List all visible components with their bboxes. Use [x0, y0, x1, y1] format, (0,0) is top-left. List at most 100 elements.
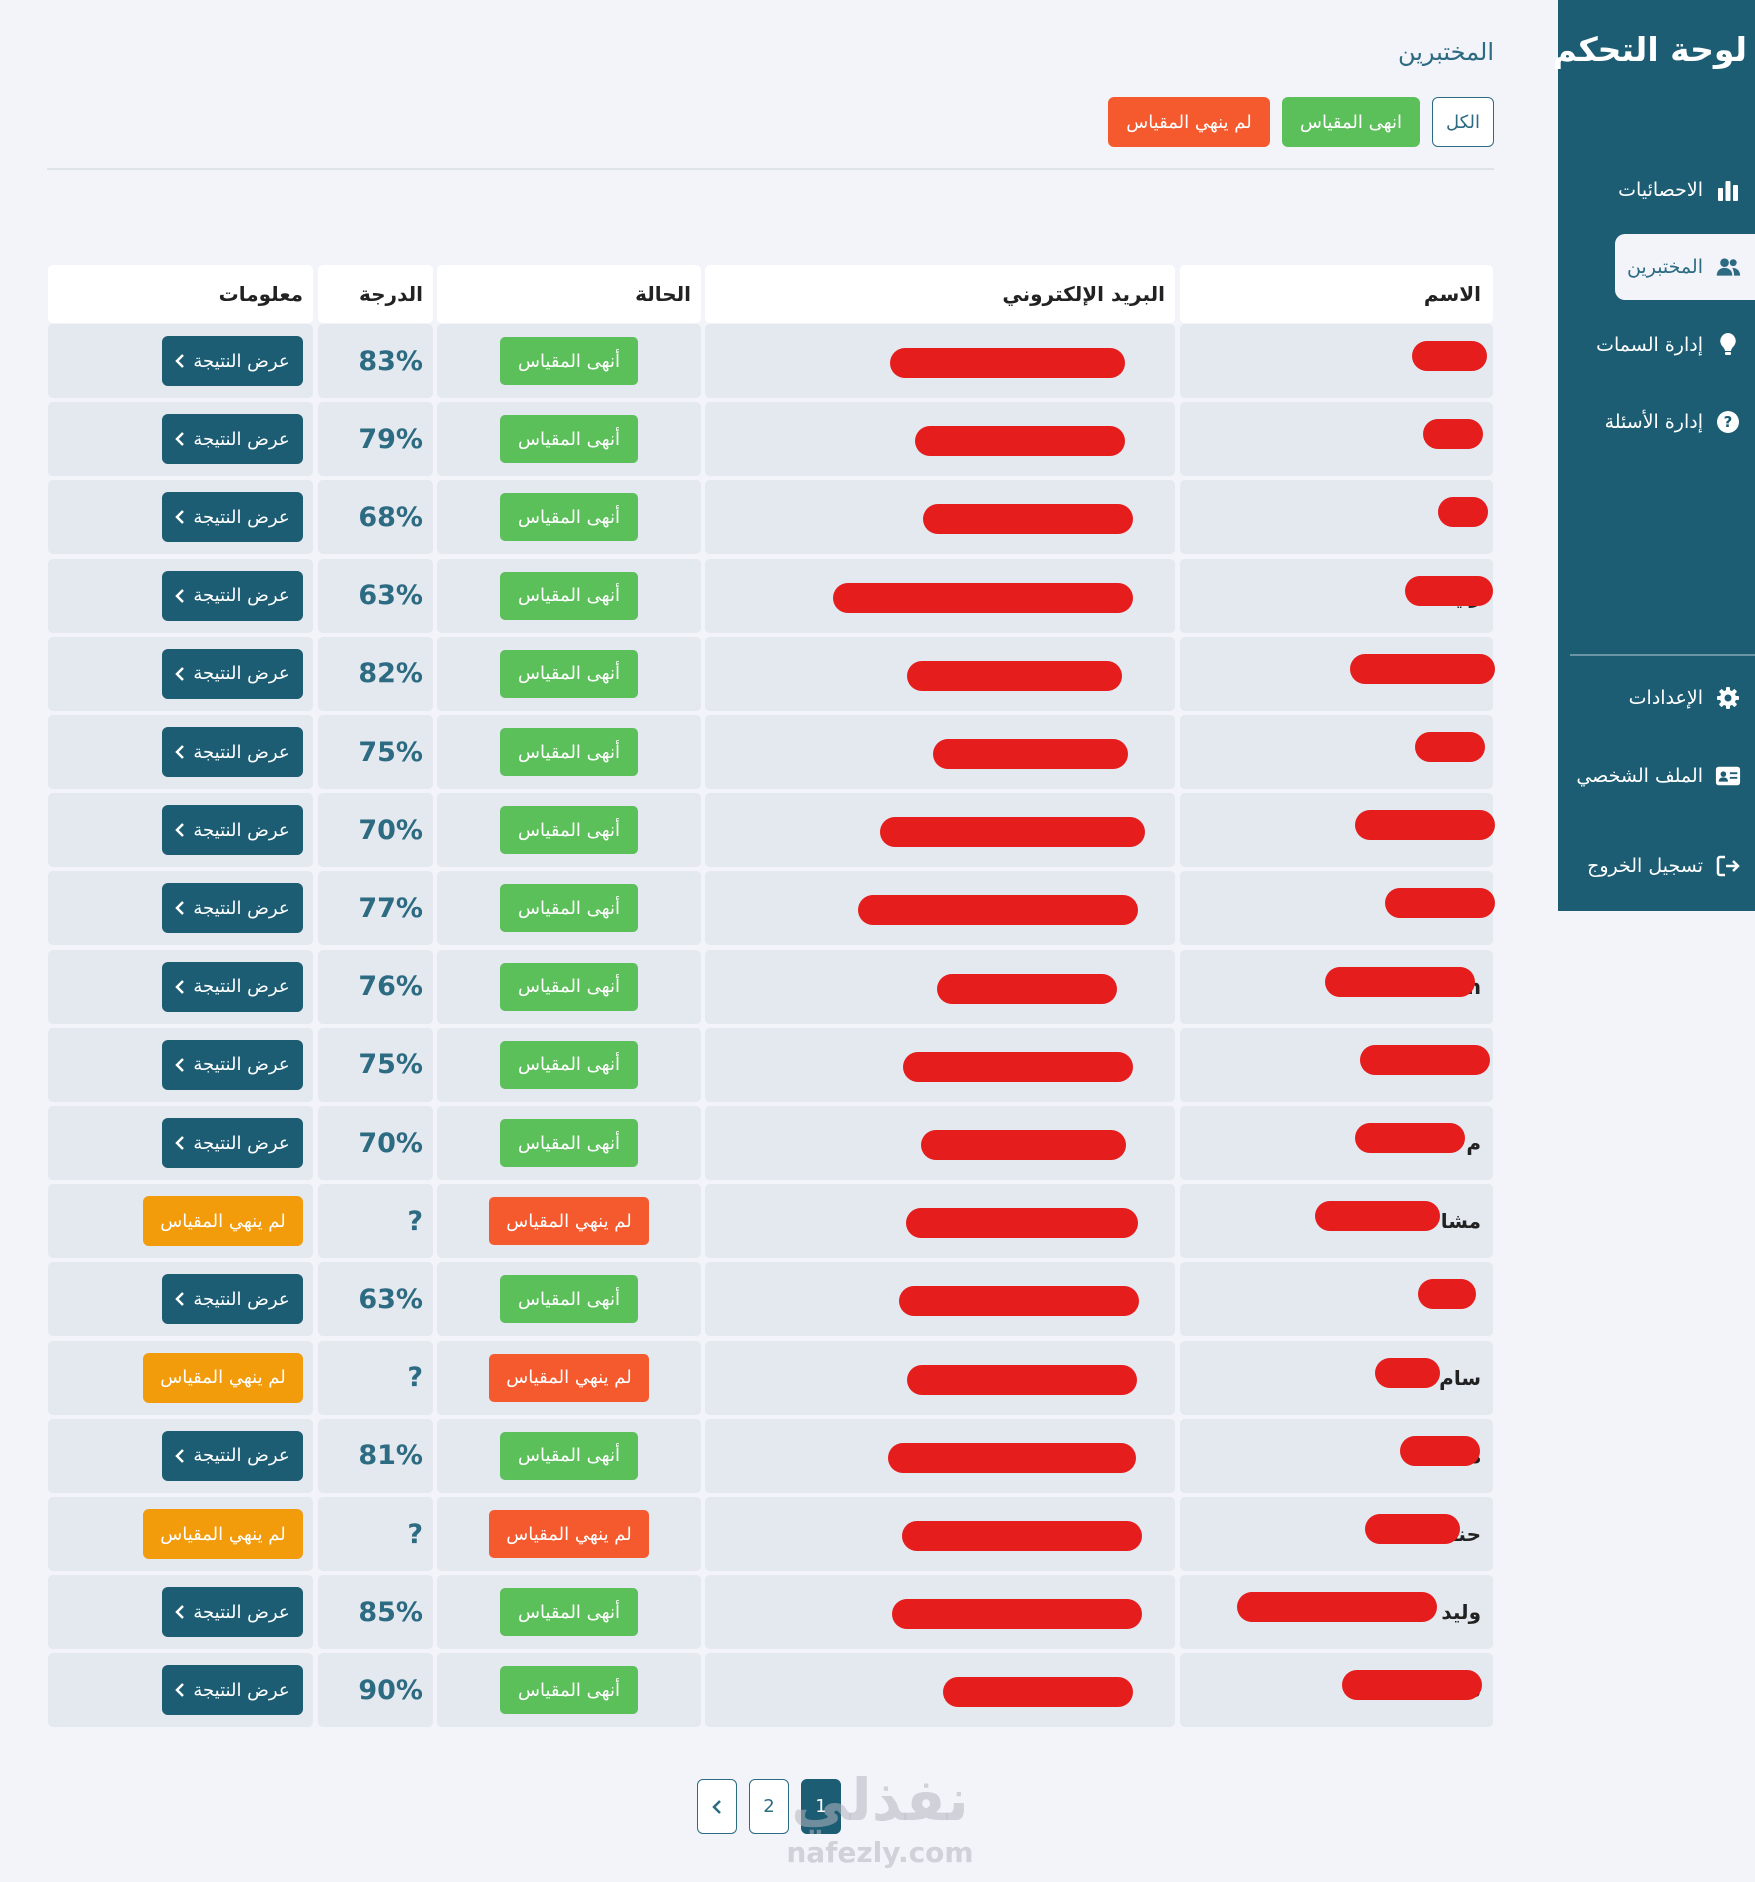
info-cell: عرض النتيجة — [48, 480, 313, 555]
status-badge: أنهى المقياس — [500, 493, 638, 542]
not-finished-button[interactable]: لم ينهي المقياس — [143, 1352, 303, 1403]
name-cell: Nis — [1180, 1027, 1493, 1102]
status-cell: أنهى المقياس — [437, 324, 701, 398]
users-icon — [1715, 254, 1741, 280]
view-result-button[interactable]: عرض النتيجة — [162, 883, 303, 934]
filter-all-button[interactable]: الكل — [1432, 97, 1494, 147]
sidebar-item-traits[interactable]: إدارة السمات — [1558, 312, 1755, 378]
grade-cell: ? — [318, 1184, 433, 1259]
view-result-button[interactable]: عرض النتيجة — [162, 961, 303, 1012]
view-result-button[interactable]: عرض النتيجة — [162, 1118, 303, 1168]
filter-done-button[interactable]: انهى المقياس — [1282, 97, 1420, 147]
status-cell: أنهى المقياس — [437, 1106, 701, 1180]
info-cell: لم ينهي المقياس — [48, 1184, 313, 1259]
view-result-button[interactable]: عرض النتيجة — [162, 1274, 303, 1325]
status-cell: لم ينهي المقياس — [437, 1497, 701, 1571]
email-redaction — [907, 660, 1122, 691]
grade-value: 79% — [358, 423, 423, 455]
name-cell — [1180, 636, 1495, 711]
sidebar-item-statistics[interactable]: الاحصائيات — [1558, 157, 1755, 223]
view-result-button[interactable]: عرض النتيجة — [162, 1039, 303, 1090]
chevron-left-icon — [175, 432, 185, 447]
name-redaction — [1355, 810, 1495, 841]
sidebar-item-testers[interactable]: المختبرين — [1615, 234, 1755, 300]
table-row: ة ا أنهى المقياس 81% عرض النتيجة — [48, 1418, 1493, 1493]
name-redaction — [1385, 888, 1495, 919]
grade-cell: 81% — [318, 1418, 433, 1493]
view-result-button[interactable]: عرض النتيجة — [162, 414, 303, 465]
view-result-label: عرض النتيجة — [193, 1054, 290, 1076]
sidebar-divider — [1570, 654, 1755, 656]
grade-cell: 82% — [318, 636, 433, 711]
name-cell — [1180, 1262, 1493, 1337]
status-badge: لم ينهي المقياس — [489, 1197, 649, 1246]
email-cell — [705, 402, 1175, 477]
sidebar-item-questions[interactable]: ? إدارة الأسئلة — [1558, 389, 1755, 455]
grade-value: 76% — [358, 971, 423, 1003]
name-redaction — [1365, 1514, 1460, 1544]
sidebar-item-logout[interactable]: تسجيل الخروج — [1558, 833, 1755, 899]
name-redaction — [1315, 1201, 1440, 1232]
pagination-prev-button[interactable] — [697, 1779, 737, 1834]
svg-text:?: ? — [1724, 413, 1733, 431]
status-badge: أنهى المقياس — [500, 1666, 638, 1715]
sidebar-item-label: الملف الشخصي — [1576, 765, 1703, 787]
tester-name: مشا — [1440, 1209, 1481, 1234]
info-cell: عرض النتيجة — [48, 793, 313, 868]
view-result-label: عرض النتيجة — [193, 1601, 290, 1623]
email-cell — [705, 1027, 1175, 1102]
view-result-button[interactable]: عرض النتيجة — [162, 727, 303, 777]
info-cell: عرض النتيجة — [48, 324, 313, 398]
table-row: Dr B أنهى المقياس 90% عرض النتيجة — [48, 1653, 1493, 1728]
info-cell: عرض النتيجة — [48, 636, 313, 711]
grade-value: ? — [407, 1518, 423, 1550]
view-result-label: عرض النتيجة — [193, 663, 290, 685]
not-finished-button[interactable]: لم ينهي المقياس — [143, 1196, 303, 1247]
sidebar-item-settings[interactable]: الإعدادات — [1558, 665, 1755, 731]
view-result-button[interactable]: عرض النتيجة — [162, 1430, 303, 1481]
table-row: وليد د أنهى المقياس 85% عرض النتيجة — [48, 1575, 1493, 1650]
sidebar-item-label: تسجيل الخروج — [1587, 855, 1703, 877]
view-result-button[interactable]: عرض النتيجة — [162, 805, 303, 856]
email-cell — [705, 793, 1175, 868]
pagination-page-2[interactable]: 2 — [749, 1779, 789, 1834]
name-cell — [1180, 402, 1493, 477]
view-result-button[interactable]: عرض النتيجة — [162, 1665, 303, 1716]
pagination-page-1[interactable]: 1 — [801, 1779, 841, 1834]
name-redaction — [1405, 575, 1493, 606]
view-result-button[interactable]: عرض النتيجة — [162, 492, 303, 543]
email-redaction — [880, 817, 1145, 848]
name-redaction — [1360, 1044, 1490, 1075]
name-cell — [1180, 715, 1493, 789]
view-result-button[interactable]: عرض النتيجة — [162, 336, 303, 386]
status-badge: أنهى المقياس — [500, 1588, 638, 1637]
chevron-left-icon — [175, 979, 185, 994]
sidebar-title: لوحة التحكم — [1552, 30, 1747, 69]
filter-not-done-button[interactable]: لم ينهي المقياس — [1108, 97, 1270, 147]
view-result-button[interactable]: عرض النتيجة — [162, 570, 303, 621]
email-redaction — [890, 348, 1125, 378]
chevron-left-icon — [175, 354, 185, 368]
sidebar-item-profile[interactable]: الملف الشخصي — [1558, 743, 1755, 809]
id-card-icon — [1715, 763, 1741, 789]
name-redaction — [1350, 653, 1495, 684]
email-cell — [705, 1575, 1175, 1650]
grade-value: 83% — [358, 345, 423, 377]
view-result-button[interactable]: عرض النتيجة — [162, 648, 303, 699]
name-cell: fawz — [1180, 871, 1495, 946]
name-redaction — [1438, 497, 1488, 528]
view-result-button[interactable]: عرض النتيجة — [162, 1587, 303, 1638]
table-row: مد أنهى المقياس 83% عرض النتيجة — [48, 324, 1493, 398]
watermark-latin: nafezly.com — [786, 1836, 974, 1869]
not-finished-button[interactable]: لم ينهي المقياس — [143, 1509, 303, 1559]
info-cell: عرض النتيجة — [48, 402, 313, 477]
info-cell: لم ينهي المقياس — [48, 1340, 313, 1415]
name-redaction — [1412, 341, 1487, 371]
name-cell: حنا — [1180, 1497, 1493, 1571]
tester-name: م — [1466, 1131, 1481, 1155]
info-cell: عرض النتيجة — [48, 715, 313, 789]
status-badge: أنهى المقياس — [500, 337, 638, 385]
page-title: المختبرين — [1397, 38, 1494, 66]
status-badge: أنهى المقياس — [500, 884, 638, 933]
name-cell: ة ا — [1180, 1418, 1493, 1493]
